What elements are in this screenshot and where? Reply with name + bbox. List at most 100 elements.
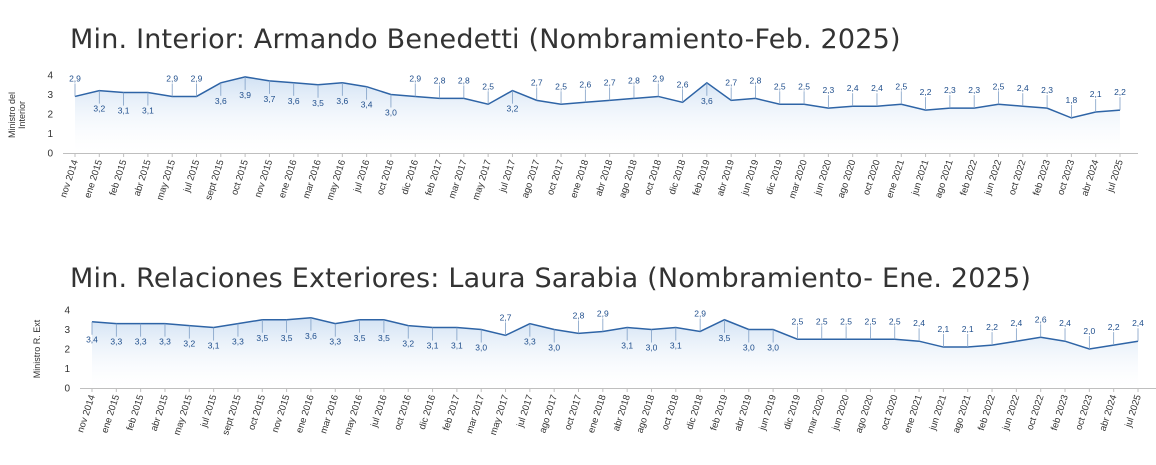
x-tick-label: feb 2015 <box>125 394 147 433</box>
data-label: 3,7 <box>264 94 276 104</box>
x-tick-label: jun 2020 <box>812 159 834 198</box>
data-label: 2,4 <box>871 83 883 93</box>
x-tick-label: sept 2015 <box>220 394 243 437</box>
x-tick-label: nov 2015 <box>270 394 293 435</box>
data-label: 2,8 <box>628 75 640 85</box>
data-label: 2,9 <box>409 73 421 83</box>
x-tick-label: oct 2023 <box>1056 159 1078 197</box>
x-tick-label: feb 2023 <box>1049 394 1071 433</box>
data-label: 3,2 <box>507 104 519 114</box>
data-label: 2,8 <box>434 75 446 85</box>
data-label: 2,3 <box>822 85 834 95</box>
x-tick-label: oct 2017 <box>563 394 585 432</box>
x-tick-label: oct 2022 <box>1007 159 1029 197</box>
x-tick-label: ene 2018 <box>586 394 609 435</box>
x-tick-label: ago 2018 <box>617 159 640 200</box>
x-tick-label: feb 2017 <box>423 159 445 198</box>
x-tick-label: feb 2017 <box>441 394 463 433</box>
data-label: 2,7 <box>500 312 512 322</box>
x-tick-label: nov 2014 <box>58 159 81 200</box>
y-tick-label: 0 <box>47 149 53 160</box>
chart-title: Min. Interior: Armando Benedetti (Nombra… <box>70 24 901 55</box>
x-tick-label: may 2015 <box>172 394 195 437</box>
data-label: 3,5 <box>281 333 293 343</box>
x-tick-label: mar 2020 <box>805 394 828 436</box>
data-label: 3,2 <box>183 339 195 349</box>
data-label: 3,4 <box>361 100 373 110</box>
x-tick-label: feb 2023 <box>1031 159 1053 198</box>
y-tick-label: 3 <box>64 325 70 336</box>
x-tick-label: mar 2017 <box>447 159 470 201</box>
data-label: 3,5 <box>378 333 390 343</box>
data-label: 3,5 <box>256 333 268 343</box>
data-label: 2,2 <box>920 87 932 97</box>
data-label: 1,8 <box>1065 95 1077 105</box>
data-label: 3,5 <box>719 333 731 343</box>
x-tick-label: ene 2015 <box>99 394 122 435</box>
data-label: 2,1 <box>962 324 974 334</box>
x-tick-label: nov 2015 <box>253 159 276 200</box>
chart-plot: Ministro R. Ext 0 1 2 3 4 3,4 3,3 3,3 3,3 3,2 3,1 3,… <box>32 306 1156 437</box>
data-label: 2,7 <box>531 77 543 87</box>
data-label: 2,5 <box>792 316 804 326</box>
data-label: 3,5 <box>354 333 366 343</box>
data-label: 3,6 <box>701 96 713 106</box>
x-tick-label: dic 2019 <box>764 159 786 197</box>
data-label: 3,1 <box>208 341 220 351</box>
x-tick-label: abr 2019 <box>715 159 737 198</box>
y-tick-label: 4 <box>64 306 70 317</box>
x-tick-label: mar 2020 <box>787 159 810 201</box>
data-label: 2,6 <box>1035 314 1047 324</box>
data-label: 2,5 <box>895 81 907 91</box>
data-label: 3,3 <box>135 337 147 347</box>
data-label: 2,1 <box>937 324 949 334</box>
data-label: 2,4 <box>1132 318 1144 328</box>
data-label: 2,9 <box>597 308 609 318</box>
x-tick-label: ago 2021 <box>951 394 974 435</box>
x-tick-label: oct 2015 <box>246 394 268 432</box>
x-tick-label: ago 2017 <box>537 394 560 435</box>
x-tick-label: oct 2022 <box>1025 394 1047 432</box>
x-tick-label: ene 2021 <box>884 159 907 200</box>
data-label: 2,5 <box>774 81 786 91</box>
x-tick-label: ago 2017 <box>520 159 543 200</box>
data-label: 3,6 <box>215 96 227 106</box>
x-tick-label: feb 2022 <box>976 394 998 433</box>
x-tick-label: may 2016 <box>342 394 365 437</box>
data-label: 3,6 <box>305 331 317 341</box>
data-label: 3,3 <box>524 337 536 347</box>
data-label: 3,2 <box>402 339 414 349</box>
series-area <box>92 317 1138 388</box>
x-tick-label: ene 2016 <box>277 159 300 200</box>
x-tick-label: mar 2017 <box>464 394 487 436</box>
x-tick-label: may 2015 <box>155 159 178 202</box>
data-label: 3,3 <box>110 337 122 347</box>
x-tick-label: jul 2017 <box>515 394 536 430</box>
x-tick-label: feb 2015 <box>108 159 130 198</box>
x-tick-label: abr 2018 <box>593 159 615 198</box>
x-tick-label: oct 2015 <box>229 159 251 197</box>
x-tick-label: ago 2018 <box>635 394 658 435</box>
data-label: 2,2 <box>986 322 998 332</box>
x-tick-label: ene 2018 <box>568 159 591 200</box>
x-tick-label: may 2016 <box>325 159 348 202</box>
data-label: 3,1 <box>670 341 682 351</box>
x-tick-label: jul 2016 <box>369 394 390 430</box>
x-tick-label: nov 2014 <box>75 394 98 435</box>
data-label: 3,6 <box>336 96 348 106</box>
x-tick-label: jul 2017 <box>497 159 518 195</box>
data-label: 2,9 <box>69 73 81 83</box>
x-tick-label: oct 2023 <box>1073 394 1095 432</box>
x-tick-label: feb 2022 <box>958 159 980 198</box>
y-tick-label: 2 <box>64 345 70 356</box>
data-label: 3,0 <box>475 343 487 353</box>
data-label: 2,4 <box>1017 83 1029 93</box>
data-label: 2,0 <box>1083 326 1095 336</box>
data-label: 3,3 <box>159 337 171 347</box>
x-tick-label: mar 2016 <box>318 394 341 436</box>
data-label: 3,1 <box>142 106 154 116</box>
data-label: 3,9 <box>239 90 251 100</box>
data-label: 2,5 <box>993 81 1005 91</box>
data-label: 2,5 <box>555 81 567 91</box>
x-tick-label: jun 2021 <box>927 394 949 433</box>
